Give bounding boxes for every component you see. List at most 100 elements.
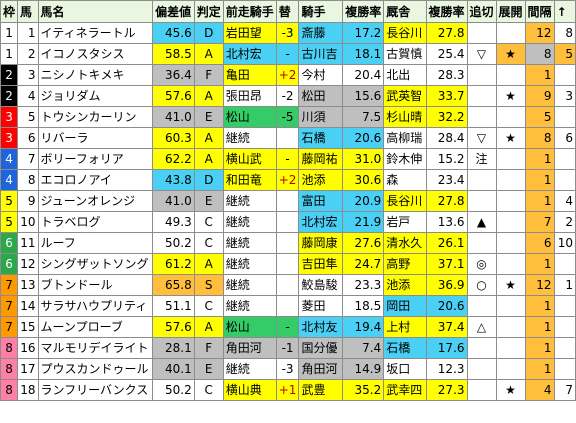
table-row[interactable]: 7 15 ムーンプローブ 57.6 A 松山 - 北村友 19.4 上村 37.4 △ 1 (0, 316, 576, 338)
oikiri-cell (466, 295, 497, 317)
header-change[interactable]: 替 (275, 0, 300, 23)
stable-rate-cell: 12.3 (425, 358, 468, 380)
waku-cell: 2 (0, 85, 19, 107)
header-stable[interactable]: 厩舎 (383, 0, 427, 23)
interval-cell: 12 (524, 22, 555, 44)
table-row[interactable]: 5 10 トラベログ 49.3 C 継続 北村宏 21.9 岩戸 13.6 ▲ 7 2 (0, 211, 576, 233)
jockey-rate-cell: 17.2 (342, 22, 385, 44)
table-row[interactable]: 1 2 イコノスタシス 58.5 A 北村宏 - 古川吉 18.1 古賀慎 25.4 ▽ ★ 8 5 (0, 43, 576, 65)
header-tenkai[interactable]: 展開 (495, 0, 526, 23)
prev-jockey-cell: 継続 (222, 295, 277, 317)
score-cell: 65.8 (152, 274, 195, 296)
horse-name: ルーフ (37, 232, 154, 254)
jockey-rate-cell: 27.6 (342, 232, 385, 254)
stable-cell: 杉山晴 (383, 106, 427, 128)
arrow-cell (553, 358, 576, 380)
jockey-cell: 北村宏 (298, 211, 344, 233)
header-arrow[interactable]: ↑ (553, 0, 576, 23)
change-cell (275, 211, 300, 233)
header-score[interactable]: 偏差値 (152, 0, 195, 23)
tenkai-cell (495, 22, 526, 44)
stable-cell: 高柳瑞 (383, 127, 427, 149)
grade-cell: A (193, 148, 224, 170)
table-row[interactable]: 8 16 マルモリデイライト 28.1 F 角田河 -1 国分優 7.4 石橋 17.6 1 (0, 337, 576, 359)
header-jockey-rate[interactable]: 複勝率 (342, 0, 385, 23)
change-cell: +2 (275, 169, 300, 191)
waku-cell: 8 (0, 379, 19, 401)
prev-jockey-cell: 岩田望 (222, 22, 277, 44)
header-grade[interactable]: 判定 (193, 0, 224, 23)
grade-cell: A (193, 127, 224, 149)
horse-name: ムーンプローブ (37, 316, 154, 338)
prev-jockey-cell: 松山 (222, 106, 277, 128)
stable-cell: 岩戸 (383, 211, 427, 233)
table-row[interactable]: 8 17 プウスカンドゥール 40.1 E 継続 -3 角田河 14.9 坂口 12.3 1 (0, 358, 576, 380)
horse-name: シングザットソング (37, 253, 154, 275)
jockey-rate-cell: 18.5 (342, 295, 385, 317)
waku-cell: 4 (0, 169, 19, 191)
change-cell (275, 295, 300, 317)
stable-cell: 武英智 (383, 85, 427, 107)
header-oikiri[interactable]: 追切 (466, 0, 497, 23)
table-row[interactable]: 5 9 ジューンオレンジ 41.0 E 継続 富田 20.9 長谷川 27.8 1 4 (0, 190, 576, 212)
table-row[interactable]: 3 5 トウシンカーリン 41.0 E 松山 -5 川須 7.5 杉山晴 32.2 5 (0, 106, 576, 128)
table-row[interactable]: 2 3 ニシノトキメキ 36.4 F 亀田 +2 今村 20.4 北出 28.3 1 (0, 64, 576, 86)
arrow-cell: 2 (553, 211, 576, 233)
table-row[interactable]: 4 8 エコロノアイ 43.8 D 和田竜 +2 池添 30.6 森 23.4 1 (0, 169, 576, 191)
prev-jockey-cell: 和田竜 (222, 169, 277, 191)
jockey-cell: 武豊 (298, 379, 344, 401)
score-cell: 41.0 (152, 106, 195, 128)
grade-cell: C (193, 295, 224, 317)
prev-jockey-cell: 継続 (222, 358, 277, 380)
interval-cell: 1 (524, 295, 555, 317)
change-cell: -3 (275, 22, 300, 44)
jockey-rate-cell: 20.6 (342, 127, 385, 149)
stable-rate-cell: 15.2 (425, 148, 468, 170)
table-row[interactable]: 8 18 ランフリーバンクス 50.2 C 横山典 +1 武豊 35.2 武幸四 27.3 ★ 4 7 (0, 379, 576, 401)
waku-cell: 4 (0, 148, 19, 170)
jockey-rate-cell: 35.2 (342, 379, 385, 401)
stable-cell: 岡田 (383, 295, 427, 317)
score-cell: 51.1 (152, 295, 195, 317)
header-prev-jockey[interactable]: 前走騎手 (222, 0, 277, 23)
uma-cell: 1 (17, 22, 39, 44)
score-cell: 28.1 (152, 337, 195, 359)
header-stable-rate[interactable]: 複勝率 (425, 0, 468, 23)
header-name[interactable]: 馬名 (37, 0, 154, 23)
uma-cell: 10 (17, 211, 39, 233)
uma-cell: 17 (17, 358, 39, 380)
stable-rate-cell: 27.8 (425, 22, 468, 44)
stable-rate-cell: 20.6 (425, 295, 468, 317)
grade-cell: E (193, 106, 224, 128)
header-waku[interactable]: 枠 (0, 0, 19, 23)
table-row[interactable]: 2 4 ジョリダム 57.6 A 張田昂 -2 松田 15.6 武英智 33.7 ★ 9 3 (0, 85, 576, 107)
uma-cell: 7 (17, 148, 39, 170)
header-jockey[interactable]: 騎手 (298, 0, 344, 23)
oikiri-cell: ▽ (466, 43, 497, 65)
jockey-cell: 鮫島駿 (298, 274, 344, 296)
arrow-cell: 3 (553, 85, 576, 107)
prev-jockey-cell: 継続 (222, 211, 277, 233)
arrow-cell: 7 (553, 379, 576, 401)
grade-cell: A (193, 316, 224, 338)
interval-cell: 1 (524, 337, 555, 359)
header-uma[interactable]: 馬 (17, 0, 39, 23)
header-interval[interactable]: 間隔 (524, 0, 555, 23)
interval-cell: 1 (524, 64, 555, 86)
table-row[interactable]: 7 14 サラサハウプリティ 51.1 C 継続 菱田 18.5 岡田 20.6 1 (0, 295, 576, 317)
table-row[interactable]: 6 11 ルーフ 50.2 C 継続 藤岡康 27.6 清水久 26.1 6 10 (0, 232, 576, 254)
jockey-rate-cell: 14.9 (342, 358, 385, 380)
prev-jockey-cell: 継続 (222, 232, 277, 254)
grade-cell: S (193, 274, 224, 296)
tenkai-cell: ★ (495, 274, 526, 296)
table-row[interactable]: 3 6 リバーラ 60.3 A 継続 石橋 20.6 高柳瑞 28.4 ▽ ★ 8 6 (0, 127, 576, 149)
table-row[interactable]: 7 13 ブトンドール 65.8 S 継続 鮫島駿 23.3 池添 36.9 ○ ★ 12 1 (0, 274, 576, 296)
tenkai-cell: ★ (495, 43, 526, 65)
table-row[interactable]: 4 7 ボリーフォリア 62.2 A 横山武 - 藤岡祐 31.0 鈴木伸 15.2 注 1 (0, 148, 576, 170)
prev-jockey-cell: 継続 (222, 127, 277, 149)
jockey-rate-cell: 15.6 (342, 85, 385, 107)
tenkai-cell (495, 148, 526, 170)
table-row[interactable]: 1 1 イティネラートル 45.6 D 岩田望 -3 斎藤 17.2 長谷川 27.8 12 8 (0, 22, 576, 44)
change-cell (275, 190, 300, 212)
table-row[interactable]: 6 12 シングザットソング 61.2 A 継続 吉田隼 24.7 高野 37.1 ◎ 1 (0, 253, 576, 275)
